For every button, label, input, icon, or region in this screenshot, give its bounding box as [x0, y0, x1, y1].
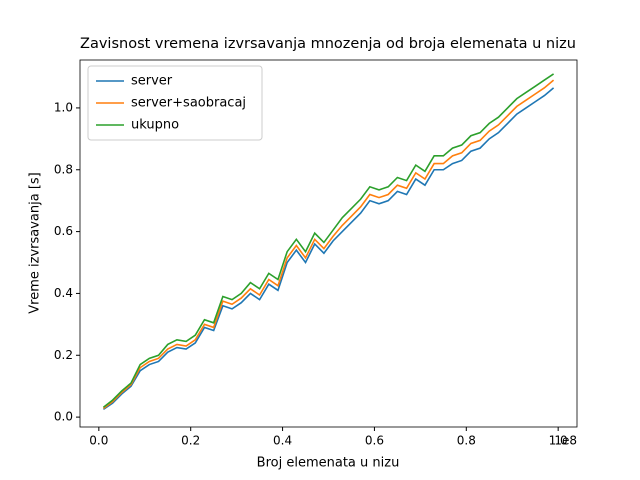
- x-offset-text: 1e8: [554, 434, 577, 448]
- y-tick-label: 0.2: [54, 348, 73, 362]
- y-tick-label: 1.0: [54, 100, 73, 114]
- legend-label: server: [131, 74, 173, 89]
- x-tick-label: 0.0: [89, 434, 108, 448]
- series-line: [102, 73, 555, 408]
- x-tick-label: 0.4: [273, 434, 292, 448]
- x-tick-label: 0.8: [457, 434, 476, 448]
- x-tick-label: 0.6: [365, 434, 384, 448]
- x-tick-label: 1.0: [549, 434, 568, 448]
- y-tick-label: 0.4: [54, 286, 73, 300]
- series-line: [102, 79, 555, 410]
- x-tick-label: 0.2: [181, 434, 200, 448]
- y-tick-label: 0.8: [54, 162, 73, 176]
- series-line: [102, 87, 555, 411]
- legend-box: [87, 65, 263, 141]
- plot-frame: [79, 59, 578, 428]
- legend-label: ukupno: [131, 118, 179, 133]
- y-axis-label: Vreme izvrsavanja [s]: [28, 172, 43, 313]
- y-tick-label: 0.6: [54, 224, 73, 238]
- chart-title: Zavisnost vremena izvrsavanja mnozenja o…: [80, 36, 576, 52]
- legend-label: server+saobracaj: [131, 96, 246, 111]
- x-axis-label: Broj elemenata u nizu: [257, 456, 400, 471]
- y-tick-label: 0.0: [54, 410, 73, 424]
